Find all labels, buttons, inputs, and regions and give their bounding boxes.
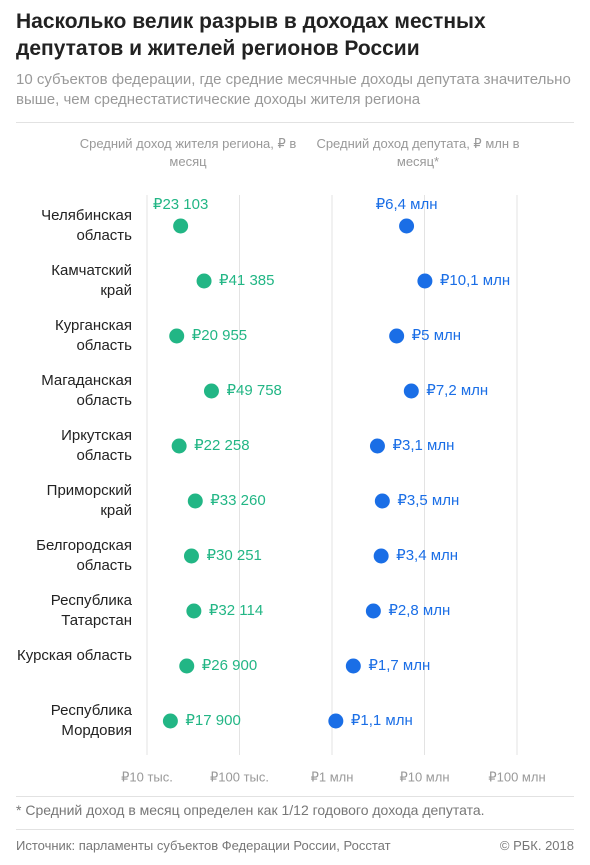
y-tick-label: Иркутская область <box>61 427 132 464</box>
dot <box>369 438 385 454</box>
dot <box>203 383 219 399</box>
value-label: ₽26 900 <box>202 657 257 674</box>
dot <box>417 273 433 289</box>
y-tick-label: Курганская область <box>54 317 132 354</box>
dot <box>373 548 389 564</box>
value-label: ₽20 955 <box>192 327 247 344</box>
x-tick-label: ₽100 тыс. <box>210 769 269 784</box>
y-tick-label: Камчатский край <box>51 262 132 299</box>
x-tick-label: ₽1 млн <box>311 769 354 784</box>
source: Источник: парламенты субъектов Федерации… <box>16 838 391 853</box>
value-label: ₽17 900 <box>185 712 240 729</box>
dot <box>345 658 361 674</box>
value-label: ₽7,2 млн <box>426 382 488 399</box>
value-label: ₽33 260 <box>210 492 265 509</box>
chart-title: Насколько велик разрыв в доходах местных… <box>16 10 486 60</box>
y-tick-label: Республика Мордовия <box>50 702 132 739</box>
value-label: ₽30 251 <box>206 547 261 564</box>
value-label: ₽2,8 млн <box>388 602 450 619</box>
value-label: ₽32 114 <box>209 602 263 619</box>
dot <box>171 438 187 454</box>
value-label: ₽5 млн <box>412 327 461 344</box>
value-label: ₽22 258 <box>194 437 249 454</box>
dot <box>365 603 381 619</box>
dot <box>162 713 178 729</box>
legend-entry: Средний доход депутата, ₽ млн в месяц* <box>316 136 520 169</box>
footnote: * Средний доход в месяц определен как 1/… <box>16 802 485 818</box>
separator <box>16 829 574 830</box>
value-label: ₽1,7 млн <box>368 657 430 674</box>
value-label: ₽6,4 млн <box>376 196 438 213</box>
x-tick-label: ₽10 млн <box>399 769 449 784</box>
value-label: ₽23 103 <box>153 196 208 213</box>
value-label: ₽10,1 млн <box>440 272 510 289</box>
chart-subtitle: 10 субъектов федерации, где средние меся… <box>16 71 571 108</box>
dot <box>389 328 405 344</box>
value-label: ₽3,4 млн <box>396 547 458 564</box>
dot <box>173 218 189 234</box>
dot <box>399 218 415 234</box>
x-tick-label: ₽100 млн <box>488 769 545 784</box>
dot <box>183 548 199 564</box>
dot <box>196 273 212 289</box>
separator <box>16 796 574 797</box>
x-tick-label: ₽10 тыс. <box>121 769 173 784</box>
value-label: ₽3,5 млн <box>397 492 459 509</box>
dot <box>374 493 390 509</box>
y-tick-label: Приморский край <box>46 482 132 519</box>
dot <box>187 493 203 509</box>
dot <box>179 658 195 674</box>
separator <box>16 122 574 123</box>
dot <box>186 603 202 619</box>
dot <box>403 383 419 399</box>
value-label: ₽41 385 <box>219 272 274 289</box>
copyright: © РБК. 2018 <box>499 838 574 853</box>
y-tick-label: Белгородская область <box>36 537 132 574</box>
value-label: ₽1,1 млн <box>351 712 413 729</box>
y-tick-label: Челябинская область <box>41 207 132 244</box>
dot <box>328 713 344 729</box>
value-label: ₽3,1 млн <box>392 437 454 454</box>
legend-entry: Средний доход жителя региона, ₽ в месяц <box>79 136 297 169</box>
y-tick-label: Республика Татарстан <box>50 592 132 629</box>
value-label: ₽49 758 <box>226 382 281 399</box>
dot <box>169 328 185 344</box>
y-tick-label: Магаданская область <box>41 372 132 409</box>
y-tick-label: Курская область <box>17 647 132 664</box>
